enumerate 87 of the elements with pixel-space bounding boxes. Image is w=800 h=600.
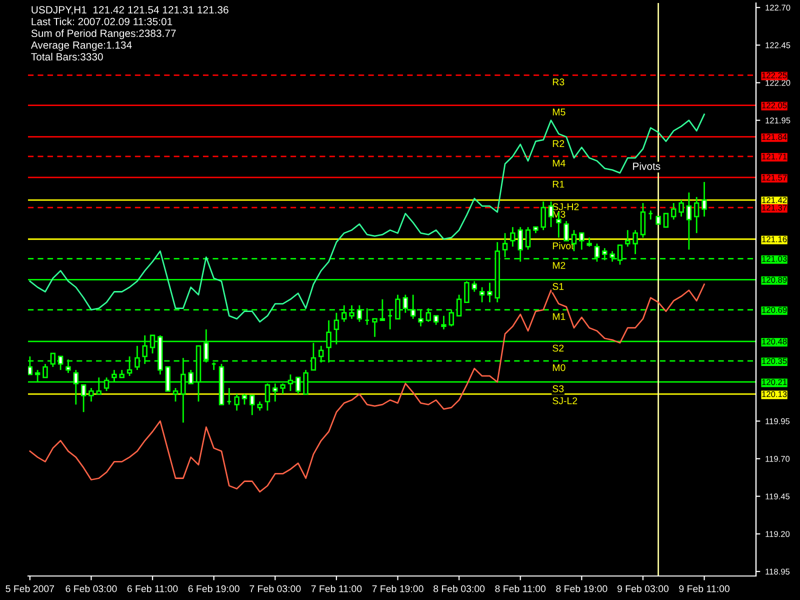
candlestick bbox=[42, 363, 48, 378]
candlestick bbox=[632, 229, 638, 255]
candlestick bbox=[678, 199, 684, 218]
ref-line-label: R2 bbox=[552, 140, 564, 147]
line-series bbox=[29, 114, 705, 323]
candlestick bbox=[80, 384, 86, 413]
y2-tick-label: 121.42 bbox=[762, 197, 787, 204]
ref-line-label: M2 bbox=[552, 262, 566, 269]
y2-tick-label: 121.16 bbox=[762, 236, 787, 242]
y2-tick-label: 120.21 bbox=[762, 379, 787, 386]
candlestick bbox=[671, 202, 676, 220]
y2-tick-label: 120.69 bbox=[762, 307, 787, 313]
x-tick-label: 8 Feb 03:00 bbox=[434, 585, 485, 592]
y2-tick-label: 121.71 bbox=[762, 154, 787, 160]
ref-line-label: M0 bbox=[552, 364, 566, 372]
y2-tick-label: 121.03 bbox=[762, 256, 787, 262]
annotation: Pivots bbox=[633, 162, 660, 170]
y-tick-label: 122.70 bbox=[766, 4, 790, 11]
candlestick bbox=[663, 212, 669, 228]
candlestick bbox=[487, 282, 492, 303]
x-tick-label: 7 Feb 11:00 bbox=[311, 585, 362, 592]
candlestick bbox=[172, 387, 178, 402]
ref-line-label: SJ-L2 bbox=[552, 397, 578, 404]
candlestick bbox=[564, 220, 569, 242]
x-tick-label: 6 Feb 19:00 bbox=[188, 585, 240, 592]
x-tick-label: 7 Feb 03:00 bbox=[250, 585, 301, 592]
ref-line-label: M1 bbox=[552, 313, 566, 320]
y-tick-label: 119.45 bbox=[766, 493, 790, 500]
y-tick-label: 119.20 bbox=[766, 531, 790, 537]
y2-tick-label: 121.57 bbox=[762, 174, 787, 181]
annotation: Average Range:1.134 bbox=[30, 41, 132, 51]
y2-tick-label: 121.37 bbox=[762, 204, 787, 211]
candlestick bbox=[625, 229, 630, 248]
y-tick-label: 122.20 bbox=[766, 80, 790, 86]
y2-tick-label: 121.84 bbox=[762, 134, 787, 140]
y2-tick-label: 120.89 bbox=[762, 276, 787, 283]
y-tick-label: 119.95 bbox=[766, 418, 790, 424]
x-tick-label: 7 Feb 19:00 bbox=[372, 585, 424, 592]
candlestick bbox=[372, 318, 378, 338]
annotation: Last Tick: 2007.02.09 11:35:01 bbox=[32, 18, 172, 26]
x-tick-label: 5 Feb 2007 bbox=[6, 585, 54, 592]
ref-line-label: SJ-H2 bbox=[552, 203, 579, 210]
x-tick-label: 9 Feb 03:00 bbox=[617, 585, 669, 592]
candlestick bbox=[640, 202, 646, 238]
x-tick-label: 9 Feb 11:00 bbox=[679, 585, 730, 592]
annotation: Total Bars:3330 bbox=[31, 52, 103, 60]
candlestick bbox=[525, 226, 531, 250]
chart-title: USDJPY,H1 121.42 121.54 121.31 121.36 bbox=[32, 6, 228, 15]
candlestick bbox=[441, 315, 446, 330]
y-tick-label: 122.45 bbox=[766, 42, 790, 48]
annotation: Sum of Period Ranges:2383.77 bbox=[31, 29, 176, 40]
candlestick bbox=[88, 387, 94, 402]
x-tick-label: 6 Feb 11:00 bbox=[127, 585, 178, 592]
x-tick-label: 6 Feb 03:00 bbox=[66, 585, 117, 592]
candlestick bbox=[686, 192, 692, 250]
candlestick bbox=[540, 200, 546, 231]
y2-tick-label: 120.48 bbox=[762, 338, 787, 344]
x-tick-label: 8 Feb 19:00 bbox=[556, 585, 608, 592]
y-tick-label: 118.95 bbox=[766, 568, 790, 575]
ref-line-label: S2 bbox=[552, 344, 564, 352]
x-tick-label: 8 Feb 11:00 bbox=[495, 585, 546, 592]
ref-line-label: S3 bbox=[552, 385, 564, 392]
candlestick bbox=[250, 394, 255, 416]
ref-line-label: R1 bbox=[552, 180, 564, 188]
candlestick bbox=[510, 226, 516, 248]
candlestick bbox=[234, 393, 240, 412]
y-tick-label: 121.95 bbox=[766, 118, 790, 124]
candlestick bbox=[479, 286, 485, 303]
ref-line-label: S1 bbox=[552, 283, 564, 290]
candlestick bbox=[433, 315, 439, 326]
y2-tick-label: 120.35 bbox=[762, 358, 787, 364]
y2-tick-label: 122.05 bbox=[762, 102, 787, 108]
candlestick bbox=[548, 200, 554, 228]
y-tick-label: 119.70 bbox=[766, 456, 790, 462]
y2-tick-label: 122.25 bbox=[762, 72, 787, 78]
candlestick bbox=[257, 400, 262, 412]
candlestick bbox=[586, 236, 592, 248]
ref-line-label: R3 bbox=[552, 78, 564, 86]
line-series bbox=[29, 284, 705, 492]
y2-tick-label: 120.13 bbox=[762, 391, 787, 398]
candlestick bbox=[702, 181, 707, 218]
ref-line-label: M5 bbox=[552, 108, 566, 116]
candlestick bbox=[694, 196, 700, 234]
ref-line-label: Pivot bbox=[552, 242, 574, 250]
ref-line-label: M4 bbox=[552, 160, 566, 167]
candlestick bbox=[242, 393, 248, 406]
candlestick bbox=[579, 232, 584, 250]
